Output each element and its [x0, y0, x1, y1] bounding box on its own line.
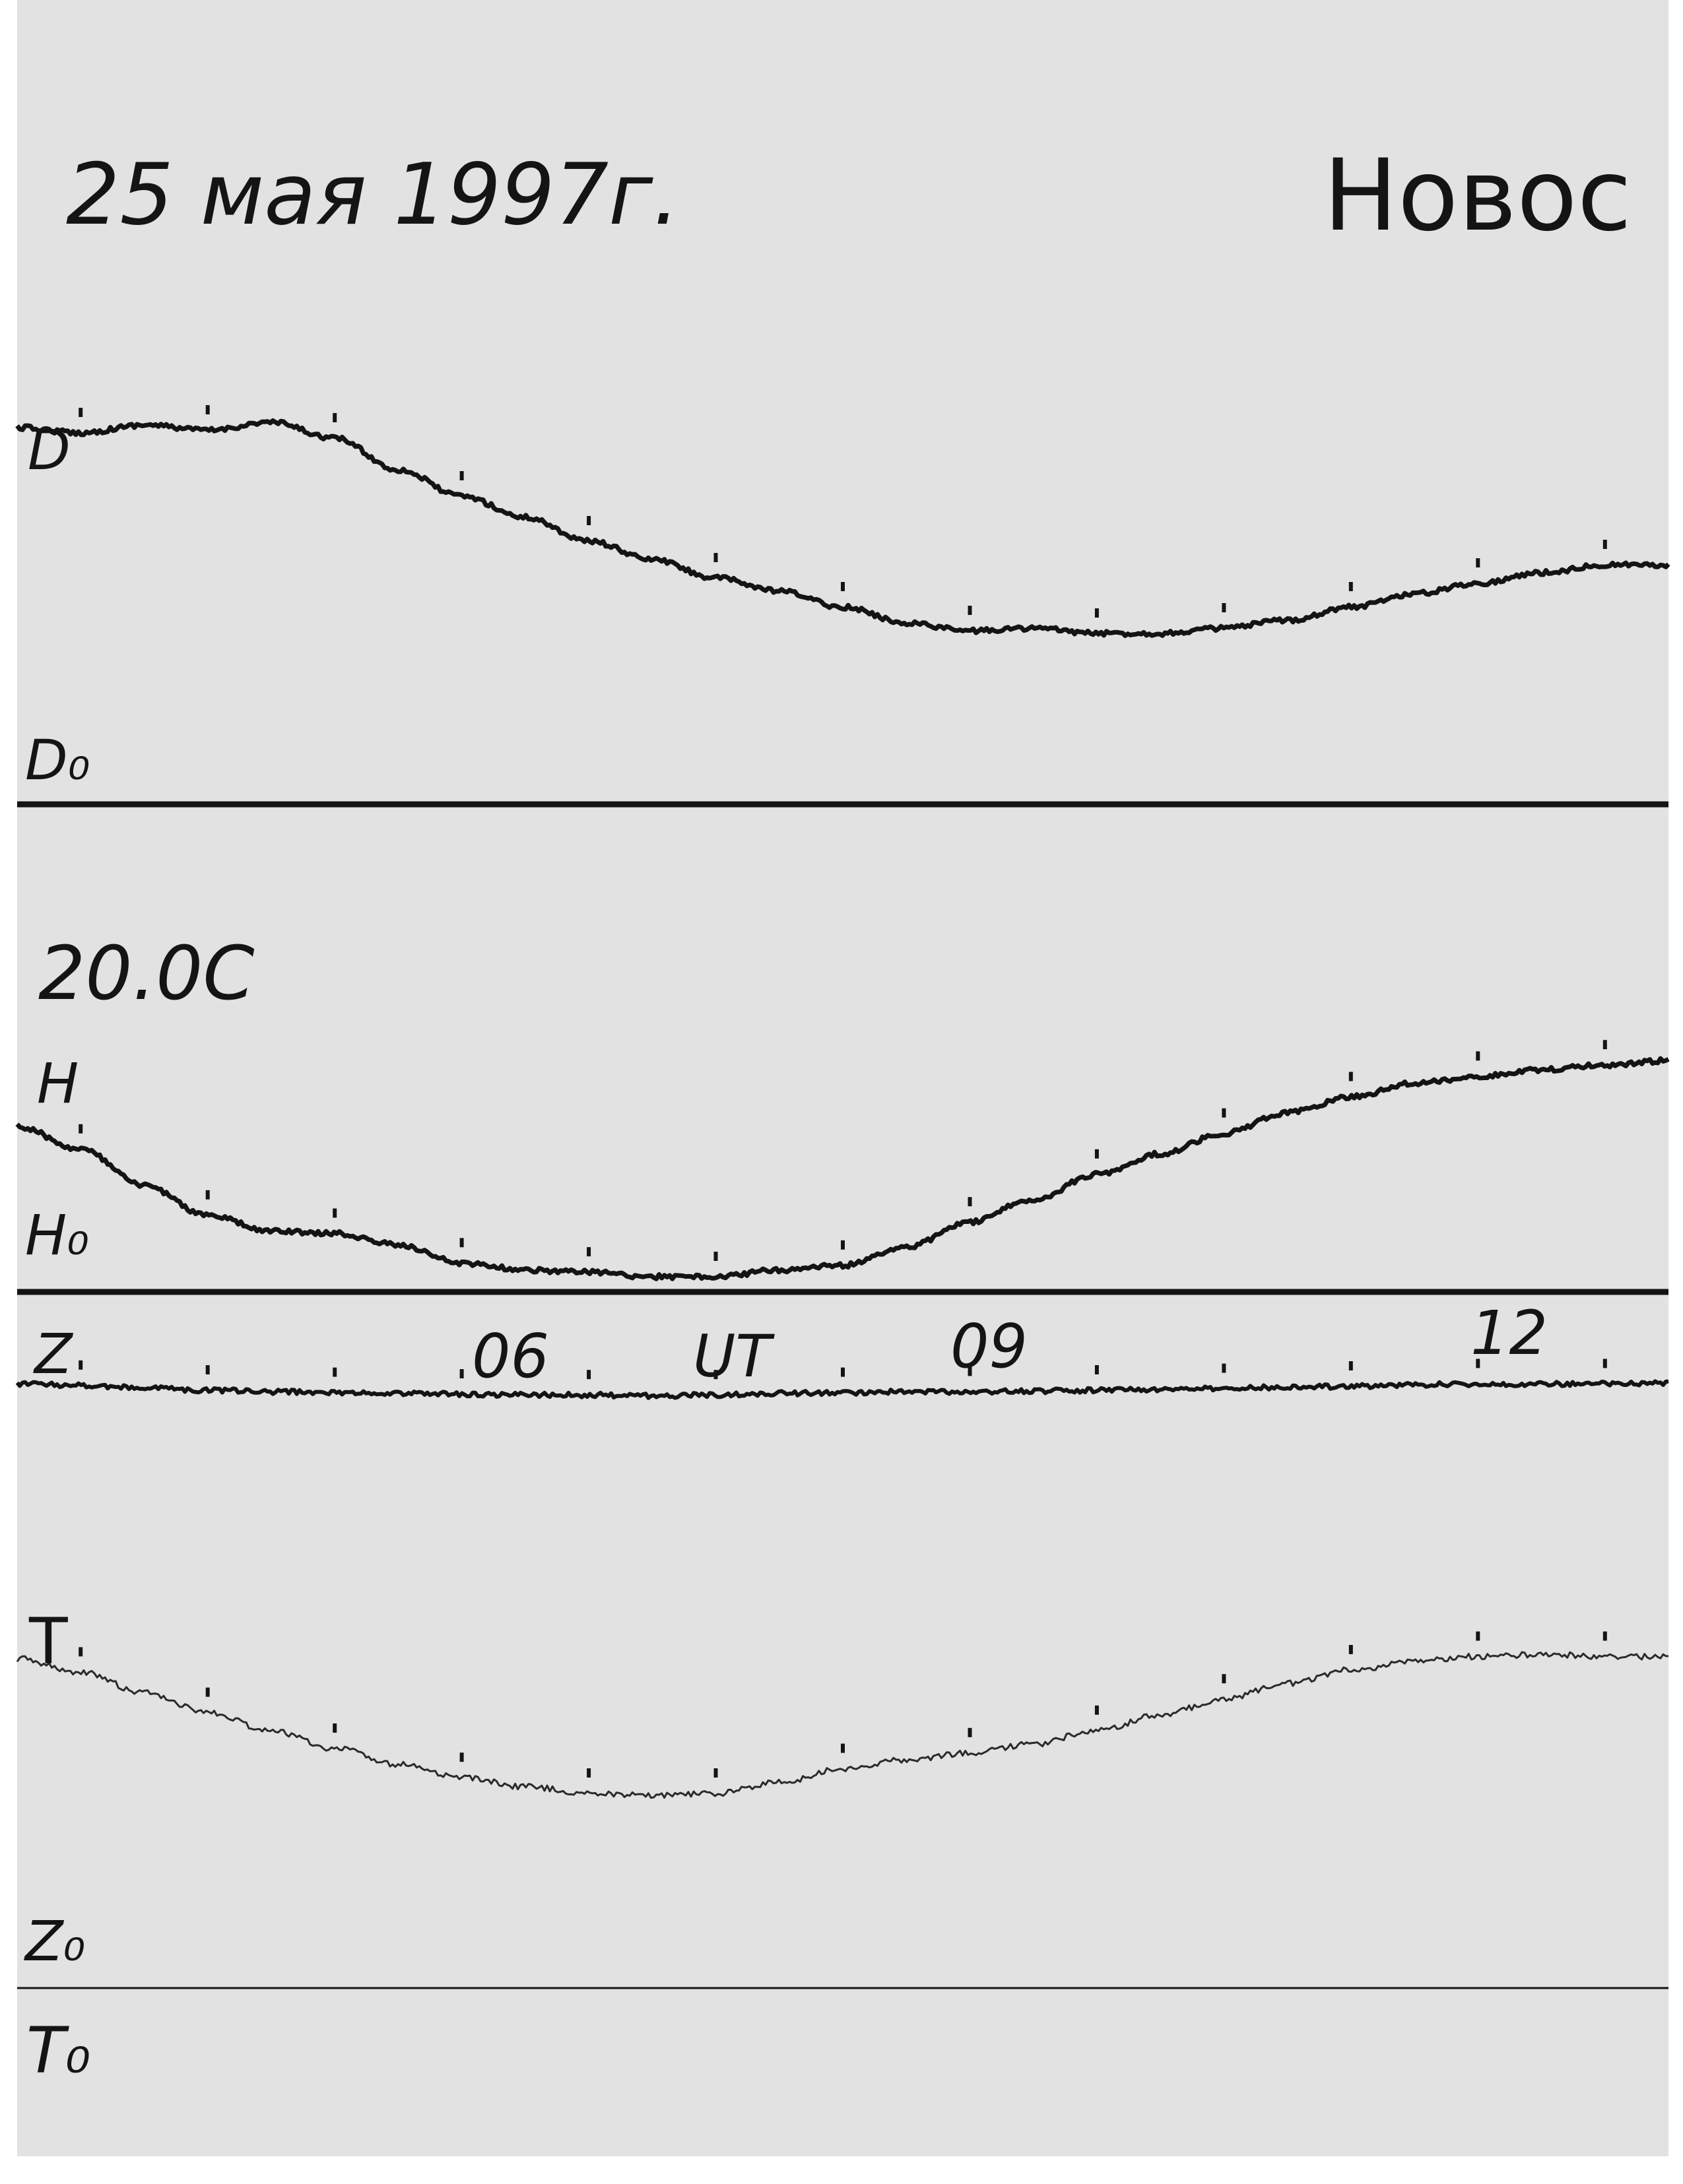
baselines: [17, 801, 1668, 1989]
hour-mark-h-12: [1602, 1040, 1607, 1050]
trace-d: [15, 418, 1670, 638]
hour-mark-h-1: [205, 1190, 210, 1200]
hour-mark-t-2: [333, 1723, 337, 1733]
hour-mark-z-6: [841, 1367, 845, 1377]
x-tick-label-12: 12: [1470, 1298, 1548, 1368]
traces: [15, 418, 1670, 1799]
x-tick-label-09: 09: [950, 1311, 1028, 1382]
hour-mark-h-4: [587, 1247, 591, 1257]
scan-right-margin: [1668, 0, 1683, 2184]
trace-t: [16, 1651, 1669, 1799]
series-label-h: H: [37, 1051, 79, 1116]
x-tick-label-06: 06: [472, 1321, 550, 1392]
hour-mark-z-0: [79, 1360, 83, 1370]
hour-mark-t-9: [1222, 1674, 1226, 1684]
hour-mark-z-11: [1476, 1359, 1480, 1368]
hour-mark-t-12: [1602, 1631, 1607, 1641]
hour-mark-z-5: [713, 1370, 718, 1380]
scan-bottom-margin: [0, 2156, 1683, 2184]
hour-marks: [79, 405, 1607, 1778]
hour-mark-d-2: [333, 413, 337, 422]
hour-mark-h-8: [1094, 1149, 1099, 1159]
chart-title-date: 25 мая 1997г.: [66, 146, 680, 244]
series-label-t: T: [29, 1605, 68, 1679]
baseline-label-z0: Z₀: [25, 1909, 86, 1974]
hour-mark-t-10: [1348, 1645, 1353, 1654]
hour-mark-z-4: [587, 1370, 591, 1380]
hour-mark-z-7: [968, 1366, 972, 1376]
hour-mark-z-10: [1348, 1361, 1353, 1370]
hour-mark-h-0: [79, 1124, 83, 1134]
hour-mark-h-9: [1222, 1108, 1226, 1118]
baseline-label-h0: H₀: [25, 1203, 89, 1268]
hour-mark-d-10: [1348, 582, 1353, 591]
trace-h: [15, 1056, 1670, 1281]
trace-z: [15, 1379, 1669, 1400]
hour-mark-t-11: [1476, 1631, 1480, 1641]
series-label-z: Z: [34, 1322, 73, 1386]
hour-mark-t-7: [968, 1727, 972, 1737]
hour-mark-z-1: [205, 1365, 210, 1374]
hour-mark-t-8: [1094, 1705, 1099, 1715]
hour-mark-t-4: [587, 1768, 591, 1778]
hour-mark-t-5: [713, 1768, 718, 1778]
hour-mark-d-5: [713, 553, 718, 562]
hour-mark-t-6: [841, 1743, 845, 1753]
hour-mark-d-11: [1476, 558, 1480, 567]
hour-mark-d-6: [841, 582, 845, 591]
hour-mark-d-3: [459, 471, 464, 480]
hour-mark-h-11: [1476, 1051, 1480, 1061]
hour-mark-d-12: [1602, 540, 1607, 549]
baseline-label-d0: D₀: [25, 728, 90, 792]
hour-mark-h-3: [459, 1238, 464, 1248]
hour-mark-d-8: [1094, 608, 1099, 618]
hour-mark-z-9: [1222, 1363, 1226, 1373]
hour-mark-z-8: [1094, 1365, 1099, 1374]
hour-mark-h-6: [841, 1240, 845, 1250]
x-axis-label-ut: UT: [693, 1322, 772, 1390]
temperature-note: 20.0С: [38, 931, 255, 1017]
scan-left-margin: [0, 0, 17, 2184]
hour-mark-z-12: [1602, 1359, 1607, 1368]
hour-mark-d-9: [1222, 603, 1226, 612]
hour-mark-d-1: [205, 405, 210, 414]
hour-mark-t-3: [459, 1752, 464, 1762]
hour-mark-d-0: [79, 408, 83, 417]
hour-mark-z-2: [333, 1367, 337, 1377]
hour-mark-h-7: [968, 1197, 972, 1207]
hour-mark-h-2: [333, 1208, 337, 1218]
hour-mark-h-5: [713, 1252, 718, 1261]
hour-mark-d-4: [587, 516, 591, 525]
hour-mark-h-10: [1348, 1072, 1353, 1081]
hour-mark-d-7: [968, 606, 972, 615]
baseline-label-t0: T₀: [26, 2014, 91, 2088]
chart-title-station: Новос: [1323, 139, 1632, 253]
series-label-d: D: [28, 418, 71, 482]
hour-mark-z-3: [459, 1369, 464, 1378]
hour-mark-t-1: [205, 1687, 210, 1697]
hour-mark-t-0: [79, 1647, 83, 1657]
